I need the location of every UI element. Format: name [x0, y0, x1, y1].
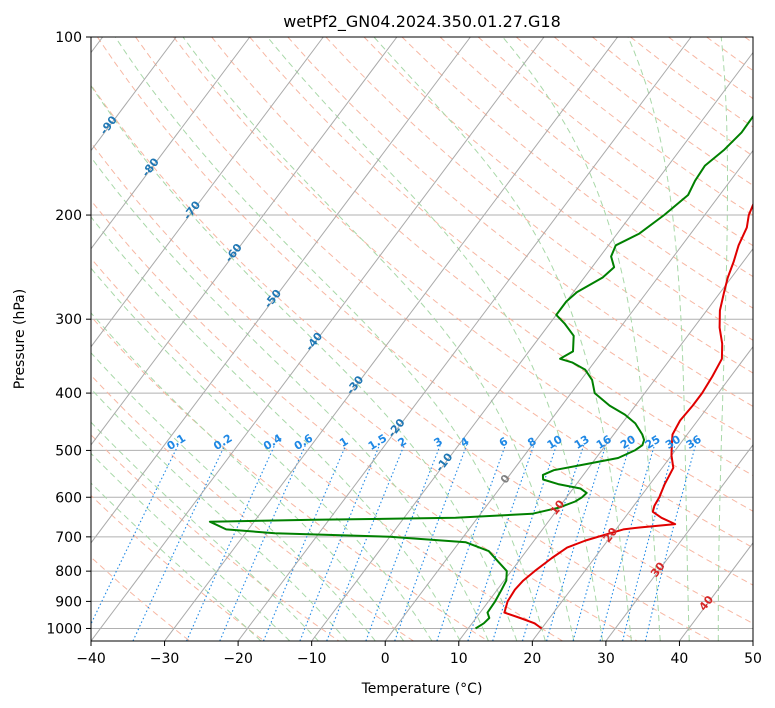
x-axis: −40 −30 −20 −10 0 10 20 30 40 50 — [76, 641, 762, 667]
moist-adiabat — [91, 312, 405, 641]
x-tick-label: 0 — [381, 651, 390, 667]
chart-title: wetPf2_GN04.2024.350.01.27.G18 — [283, 12, 561, 32]
mixing-ratio-line — [219, 444, 306, 641]
moist-adiabat — [91, 388, 348, 641]
mixing-ratio-line — [644, 445, 697, 641]
moist-adiabats — [91, 37, 728, 641]
x-tick-label: 10 — [450, 651, 468, 667]
mixing-ratio-line — [365, 445, 441, 641]
isotherm — [458, 247, 753, 641]
dry-adiabat — [325, 37, 753, 374]
isotherm — [91, 37, 324, 348]
mixing-ratio-line — [492, 445, 558, 641]
dry-adiabat — [401, 37, 753, 309]
dry-adiabat — [135, 37, 753, 549]
mixing-ratio-line — [572, 445, 631, 641]
dry-adiabat — [363, 37, 753, 341]
y-tick-label: 200 — [55, 208, 82, 224]
moist-adiabat — [502, 37, 661, 641]
x-tick-label: −30 — [150, 651, 180, 667]
x-tick-label: 50 — [744, 651, 762, 667]
isotherm — [91, 37, 545, 641]
mixing-ratio-line — [91, 444, 179, 626]
isotherm — [531, 345, 753, 641]
moist-adiabat — [91, 452, 291, 641]
isotherm — [237, 37, 692, 641]
dry-adiabat — [173, 37, 753, 512]
moist-adiabat — [91, 156, 489, 641]
x-tick-label: −10 — [297, 651, 327, 667]
isotherm — [91, 37, 177, 152]
isotherm — [164, 37, 618, 641]
dry-adiabat — [91, 257, 563, 641]
plot-frame — [90, 36, 754, 642]
dry-adiabat — [91, 141, 713, 641]
mixing-ratio-line — [436, 445, 506, 641]
mixing-ratio-line — [599, 445, 656, 641]
y-tick-label: 900 — [55, 594, 82, 610]
moist-adiabat — [182, 37, 575, 641]
moist-adiabat — [91, 421, 319, 641]
moist-adiabat — [267, 37, 604, 641]
isotherm — [605, 444, 753, 641]
dry-adiabat — [91, 315, 489, 641]
temperature-line — [503, 202, 753, 630]
dewpoint-line — [208, 114, 753, 630]
y-tick-label: 300 — [55, 312, 82, 328]
moist-adiabat — [91, 482, 262, 641]
x-tick-label: 30 — [597, 651, 615, 667]
isotherm — [311, 51, 753, 641]
mixing-ratio-line — [546, 445, 607, 641]
isotherm — [91, 37, 251, 250]
x-tick-label: −20 — [223, 651, 253, 667]
y-tick-label: 500 — [55, 443, 82, 459]
moist-adiabat — [91, 216, 461, 641]
moist-adiabat — [627, 37, 690, 641]
moist-adiabat — [373, 37, 632, 641]
moist-adiabat — [114, 37, 546, 641]
mixing-ratio-line — [521, 445, 585, 641]
plot-area: -100-90-80-70-60-50-40-30-20-10010203040… — [91, 37, 753, 641]
y-tick-label: 700 — [55, 530, 82, 546]
y-tick-label: 800 — [55, 564, 82, 580]
y-tick-label: 600 — [55, 490, 82, 506]
moist-adiabat — [91, 267, 433, 641]
isotherm — [91, 37, 398, 446]
isotherm — [91, 37, 471, 544]
y-axis-label: Pressure (hPa) — [12, 289, 28, 389]
dry-adiabat — [91, 556, 191, 641]
moist-adiabat — [91, 352, 376, 641]
isotherm — [384, 149, 753, 641]
mixing-ratio-line — [186, 444, 276, 641]
x-tick-label: 20 — [523, 651, 541, 667]
dry-adiabat — [96, 37, 753, 586]
isotherms — [91, 37, 753, 641]
y-tick-label: 1000 — [46, 621, 82, 637]
y-tick-label: 400 — [55, 386, 82, 402]
pressure-gridlines — [91, 37, 753, 629]
x-tick-label: 40 — [671, 651, 689, 667]
x-tick-label: −40 — [76, 651, 106, 667]
sounding-series — [208, 114, 753, 630]
x-axis-label: Temperature (°C) — [361, 681, 483, 697]
moist-adiabat — [91, 84, 518, 641]
mixing-ratio-line — [467, 445, 535, 641]
y-tick-label: 100 — [55, 30, 82, 46]
dry-adiabat — [91, 374, 414, 641]
y-axis: 100 200 300 400 500 600 700 800 900 1000 — [46, 30, 91, 637]
mixing-ratio-lines — [91, 444, 697, 641]
mixing-ratio-line — [326, 444, 405, 641]
